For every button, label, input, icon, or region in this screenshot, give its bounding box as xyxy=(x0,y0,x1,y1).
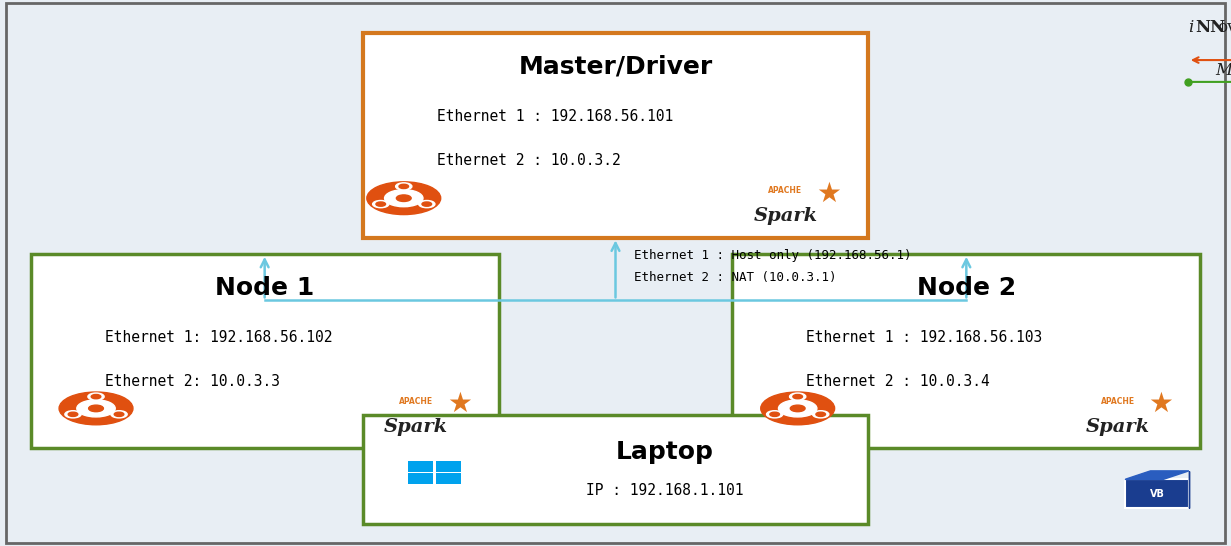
Circle shape xyxy=(114,412,124,417)
Circle shape xyxy=(87,393,105,400)
Text: ★: ★ xyxy=(816,180,841,208)
Text: Node 2: Node 2 xyxy=(917,276,1016,300)
Text: i: i xyxy=(1188,19,1193,36)
Text: APACHE: APACHE xyxy=(399,397,433,406)
Text: Ethernet 2 : 10.0.3.2: Ethernet 2 : 10.0.3.2 xyxy=(437,153,620,168)
Polygon shape xyxy=(1125,471,1189,479)
Circle shape xyxy=(422,202,432,206)
Text: Merge: Merge xyxy=(1216,62,1231,79)
Circle shape xyxy=(812,411,828,418)
Text: Node 1: Node 1 xyxy=(215,276,314,300)
Circle shape xyxy=(395,183,412,190)
FancyBboxPatch shape xyxy=(1125,479,1189,508)
Text: APACHE: APACHE xyxy=(1101,397,1135,406)
Text: ★: ★ xyxy=(1149,390,1173,418)
Circle shape xyxy=(789,393,806,400)
Circle shape xyxy=(396,195,411,201)
Circle shape xyxy=(65,411,81,418)
Text: NN: NN xyxy=(1195,19,1226,36)
Circle shape xyxy=(89,405,103,412)
FancyBboxPatch shape xyxy=(31,254,499,448)
FancyBboxPatch shape xyxy=(409,473,433,484)
Circle shape xyxy=(767,411,783,418)
Circle shape xyxy=(91,394,101,399)
Circle shape xyxy=(761,392,835,425)
Circle shape xyxy=(68,412,78,417)
Circle shape xyxy=(375,202,385,206)
Text: Ethernet 2 : 10.0.3.4: Ethernet 2 : 10.0.3.4 xyxy=(806,374,990,389)
Text: Laptop: Laptop xyxy=(616,440,714,464)
Text: APACHE: APACHE xyxy=(768,187,803,195)
Circle shape xyxy=(419,200,435,207)
Text: Master/Driver: Master/Driver xyxy=(518,55,713,79)
Text: ovation: ovation xyxy=(1217,19,1231,36)
Circle shape xyxy=(816,412,826,417)
FancyBboxPatch shape xyxy=(436,461,460,472)
Text: Ethernet 1 : 192.168.56.101: Ethernet 1 : 192.168.56.101 xyxy=(437,109,673,124)
Text: Spark: Spark xyxy=(1086,418,1150,436)
Circle shape xyxy=(367,182,441,215)
Text: Ethernet 2 : NAT (10.0.3.1): Ethernet 2 : NAT (10.0.3.1) xyxy=(634,271,837,283)
Text: Spark: Spark xyxy=(384,418,448,436)
Circle shape xyxy=(59,392,133,425)
FancyBboxPatch shape xyxy=(6,3,1225,543)
Text: Ethernet 2: 10.0.3.3: Ethernet 2: 10.0.3.3 xyxy=(105,374,279,389)
FancyBboxPatch shape xyxy=(436,473,460,484)
Text: IP : 192.168.1.101: IP : 192.168.1.101 xyxy=(586,483,744,498)
Circle shape xyxy=(76,400,116,417)
FancyBboxPatch shape xyxy=(732,254,1200,448)
Circle shape xyxy=(793,394,803,399)
Circle shape xyxy=(373,200,389,207)
Circle shape xyxy=(790,405,805,412)
Text: ★: ★ xyxy=(447,390,471,418)
Text: Ethernet 1: 192.168.56.102: Ethernet 1: 192.168.56.102 xyxy=(105,330,332,345)
Circle shape xyxy=(111,411,127,418)
FancyBboxPatch shape xyxy=(363,415,868,524)
FancyBboxPatch shape xyxy=(409,461,433,472)
Text: VB: VB xyxy=(1150,489,1165,498)
Text: Ethernet 1 : 192.168.56.103: Ethernet 1 : 192.168.56.103 xyxy=(806,330,1043,345)
Circle shape xyxy=(778,400,817,417)
Circle shape xyxy=(769,412,779,417)
Text: Spark: Spark xyxy=(753,207,817,225)
Text: Ethernet 1 : Host only (192.168.56.1): Ethernet 1 : Host only (192.168.56.1) xyxy=(634,249,911,262)
Circle shape xyxy=(384,189,423,207)
FancyBboxPatch shape xyxy=(363,33,868,238)
Circle shape xyxy=(399,185,409,188)
